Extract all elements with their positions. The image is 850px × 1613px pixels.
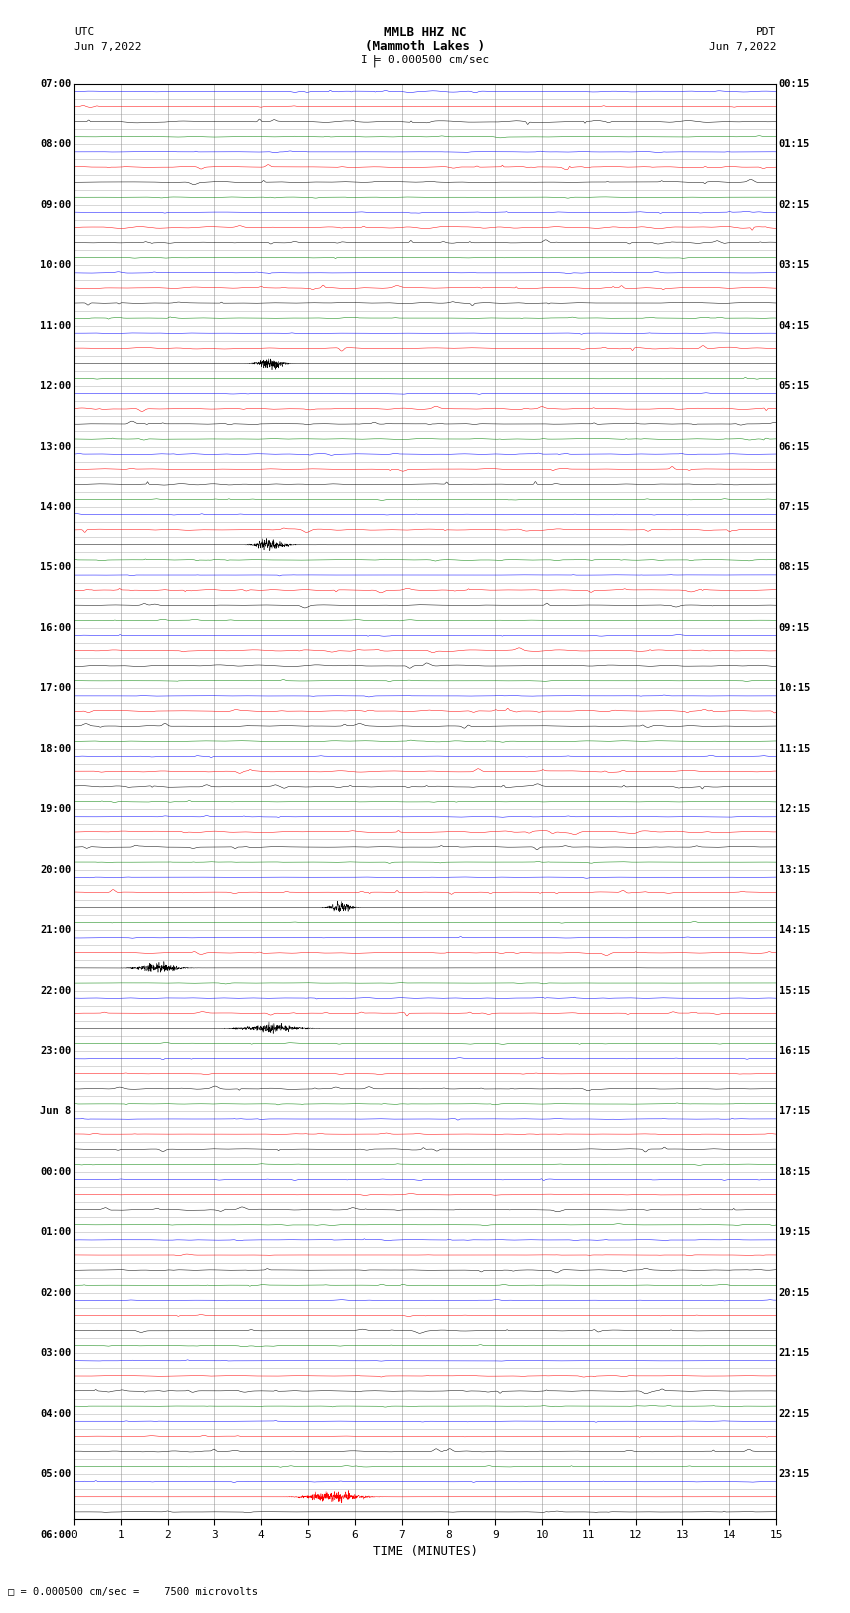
Text: 11:15: 11:15	[779, 744, 810, 753]
Text: 04:00: 04:00	[40, 1408, 71, 1419]
Text: 22:15: 22:15	[779, 1408, 810, 1419]
Text: 00:15: 00:15	[779, 79, 810, 89]
Text: 11:00: 11:00	[40, 321, 71, 331]
Text: 02:15: 02:15	[779, 200, 810, 210]
Text: 16:15: 16:15	[779, 1045, 810, 1057]
Text: 15:15: 15:15	[779, 986, 810, 995]
Text: (Mammoth Lakes ): (Mammoth Lakes )	[365, 40, 485, 53]
Text: PDT: PDT	[756, 27, 776, 37]
Text: 09:15: 09:15	[779, 623, 810, 632]
Text: 03:15: 03:15	[779, 260, 810, 271]
Text: 23:15: 23:15	[779, 1469, 810, 1479]
Text: 06:15: 06:15	[779, 442, 810, 452]
Text: 13:15: 13:15	[779, 865, 810, 874]
Text: 07:15: 07:15	[779, 502, 810, 511]
Text: 16:00: 16:00	[40, 623, 71, 632]
Text: 17:15: 17:15	[779, 1107, 810, 1116]
Text: 02:00: 02:00	[40, 1287, 71, 1298]
Text: UTC: UTC	[74, 27, 94, 37]
Text: 19:00: 19:00	[40, 805, 71, 815]
Text: 06:00: 06:00	[40, 1529, 71, 1539]
Text: MMLB HHZ NC: MMLB HHZ NC	[383, 26, 467, 39]
Text: 15:00: 15:00	[40, 563, 71, 573]
Text: 01:15: 01:15	[779, 139, 810, 150]
Text: 07:00: 07:00	[40, 79, 71, 89]
Text: 09:00: 09:00	[40, 200, 71, 210]
Text: 22:00: 22:00	[40, 986, 71, 995]
X-axis label: TIME (MINUTES): TIME (MINUTES)	[372, 1545, 478, 1558]
Text: Jun 7,2022: Jun 7,2022	[709, 42, 776, 52]
Text: Jun 8: Jun 8	[40, 1107, 71, 1116]
Text: Jun 7,2022: Jun 7,2022	[74, 42, 141, 52]
Text: 19:15: 19:15	[779, 1227, 810, 1237]
Text: 14:00: 14:00	[40, 502, 71, 511]
Text: |: |	[371, 55, 377, 68]
Text: 18:15: 18:15	[779, 1166, 810, 1177]
Text: 18:00: 18:00	[40, 744, 71, 753]
Text: 13:00: 13:00	[40, 442, 71, 452]
Text: I = 0.000500 cm/sec: I = 0.000500 cm/sec	[361, 55, 489, 65]
Text: 14:15: 14:15	[779, 926, 810, 936]
Text: 12:00: 12:00	[40, 381, 71, 390]
Text: 05:00: 05:00	[40, 1469, 71, 1479]
Text: 10:15: 10:15	[779, 684, 810, 694]
Text: 08:00: 08:00	[40, 139, 71, 150]
Text: 00:00: 00:00	[40, 1166, 71, 1177]
Text: 10:00: 10:00	[40, 260, 71, 271]
Text: 17:00: 17:00	[40, 684, 71, 694]
Text: 12:15: 12:15	[779, 805, 810, 815]
Text: 21:15: 21:15	[779, 1348, 810, 1358]
Text: 20:15: 20:15	[779, 1287, 810, 1298]
Text: 04:15: 04:15	[779, 321, 810, 331]
Text: 20:00: 20:00	[40, 865, 71, 874]
Text: 21:00: 21:00	[40, 926, 71, 936]
Text: 01:00: 01:00	[40, 1227, 71, 1237]
Text: □ = 0.000500 cm/sec =    7500 microvolts: □ = 0.000500 cm/sec = 7500 microvolts	[8, 1587, 258, 1597]
Text: 23:00: 23:00	[40, 1045, 71, 1057]
Text: 05:15: 05:15	[779, 381, 810, 390]
Text: 03:00: 03:00	[40, 1348, 71, 1358]
Text: 08:15: 08:15	[779, 563, 810, 573]
